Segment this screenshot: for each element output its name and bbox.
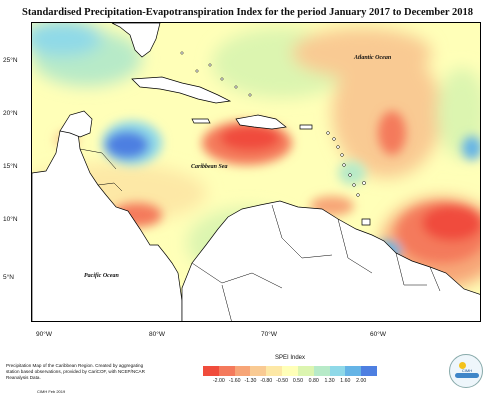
pacific-ocean-label: Pacific Ocean — [84, 273, 119, 279]
legend-swatch — [234, 366, 251, 376]
lon-label-60w: 60°W — [370, 331, 386, 338]
map-title: Standardised Precipitation-Evapotranspir… — [22, 7, 473, 18]
legend-tick-label: -2.00 — [212, 378, 225, 384]
legend-swatch — [203, 366, 219, 376]
legend-swatch — [297, 366, 314, 376]
spei-map-canvas — [32, 23, 480, 321]
trinidad — [361, 218, 371, 226]
legend-swatch — [345, 366, 362, 376]
legend-tick-label: 2.00 — [356, 378, 367, 384]
legend-swatch — [282, 366, 298, 376]
lat-label-25n: 25°N — [3, 57, 18, 64]
country-borders — [79, 148, 441, 321]
cimh-logo: CIMH — [449, 354, 483, 388]
legend-swatch — [313, 366, 330, 376]
legend-ticks: -2.00 -1.60 -1.30 -0.80 -0.50 0.50 0.80 1.30 1.6… — [203, 378, 377, 386]
florida-peninsula — [111, 23, 161, 58]
legend-tick-label: 1.30 — [324, 378, 335, 384]
legend-color-bar — [203, 366, 377, 376]
legend-tick-label: -1.30 — [244, 378, 257, 384]
lon-label-70w: 70°W — [261, 331, 277, 338]
legend-swatch — [218, 366, 235, 376]
lon-label-90w: 90°W — [36, 331, 52, 338]
legend-swatch — [266, 366, 283, 376]
puerto-rico — [299, 124, 313, 130]
legend-swatch — [250, 366, 267, 376]
legend-swatch — [329, 366, 346, 376]
legend-title: SPEI Index — [274, 355, 306, 361]
lat-label-20n: 20°N — [3, 110, 18, 117]
legend-tick-label: 0.50 — [292, 378, 303, 384]
land-masses — [32, 23, 480, 321]
cuba — [131, 76, 232, 104]
lat-label-5n: 5°N — [3, 274, 14, 281]
legend-tick-label: 1.60 — [340, 378, 351, 384]
jamaica — [191, 118, 211, 124]
legend-tick-label: -1.60 — [228, 378, 241, 384]
caribbean-sea-label: Caribbean Sea — [191, 164, 228, 170]
lat-label-15n: 15°N — [3, 163, 18, 170]
legend-tick-label: -0.50 — [276, 378, 288, 384]
legend-tick-label: 0.80 — [308, 378, 319, 384]
legend-tick-label: -0.80 — [260, 378, 273, 384]
map-footnote: Precipitation Map of the Caribbean Regio… — [6, 363, 145, 380]
spei-map — [31, 22, 481, 322]
lat-label-10n: 10°N — [3, 216, 18, 223]
logo-text: CIMH — [461, 368, 473, 373]
legend-swatch — [361, 366, 377, 376]
sun-icon — [459, 362, 466, 369]
yucatan — [59, 110, 93, 138]
atlantic-ocean-label: Atlantic Ocean — [354, 55, 392, 61]
wave-icon — [455, 373, 479, 378]
lon-label-80w: 80°W — [149, 331, 165, 338]
hispaniola — [235, 114, 287, 130]
lesser-antilles — [180, 51, 366, 197]
map-credit: CIMH Feb 2019 — [37, 389, 66, 394]
